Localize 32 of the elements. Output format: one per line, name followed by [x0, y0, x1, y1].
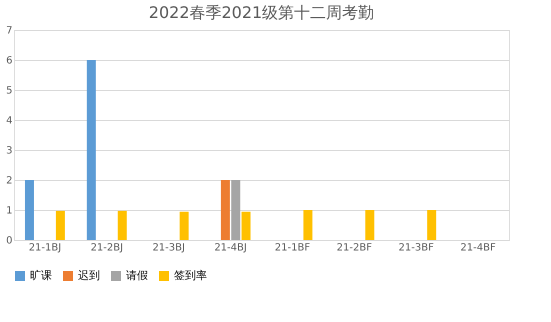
y-tick-label: 1	[6, 206, 12, 216]
bar	[365, 210, 374, 240]
x-tick-label: 21-1BJ	[28, 242, 62, 254]
bar	[303, 210, 312, 240]
legend-label: 迟到	[78, 269, 100, 282]
x-tick-label: 21-2BF	[336, 242, 372, 254]
y-tick-label: 7	[6, 26, 12, 36]
x-tick-label: 21-2BJ	[90, 242, 124, 254]
legend-label: 旷课	[30, 269, 52, 282]
bar	[180, 212, 189, 240]
x-tick-label: 21-1BF	[274, 242, 310, 254]
x-tick-label: 21-4BF	[460, 242, 496, 254]
x-tick-label: 21-4BJ	[214, 242, 247, 254]
bar	[427, 210, 436, 240]
bar	[220, 180, 230, 240]
bar	[231, 180, 240, 240]
y-tick-label: 6	[6, 56, 12, 66]
y-tick-label: 3	[6, 146, 12, 156]
x-tick-label: 21-3BJ	[152, 242, 185, 254]
x-tick-label: 21-3BF	[398, 242, 434, 254]
bar	[56, 210, 65, 240]
chart-title: 2022春季2021级第十二周考勤	[148, 3, 374, 22]
y-tick-label: 0	[6, 236, 12, 246]
y-tick-label: 5	[6, 86, 12, 96]
y-tick-label: 2	[6, 176, 12, 186]
legend-label: 请假	[126, 269, 148, 282]
bar	[24, 180, 34, 240]
legend-label: 签到率	[174, 269, 207, 282]
bar	[86, 60, 96, 240]
y-tick-label: 4	[6, 116, 12, 126]
bar	[118, 210, 127, 240]
bar	[242, 212, 251, 240]
